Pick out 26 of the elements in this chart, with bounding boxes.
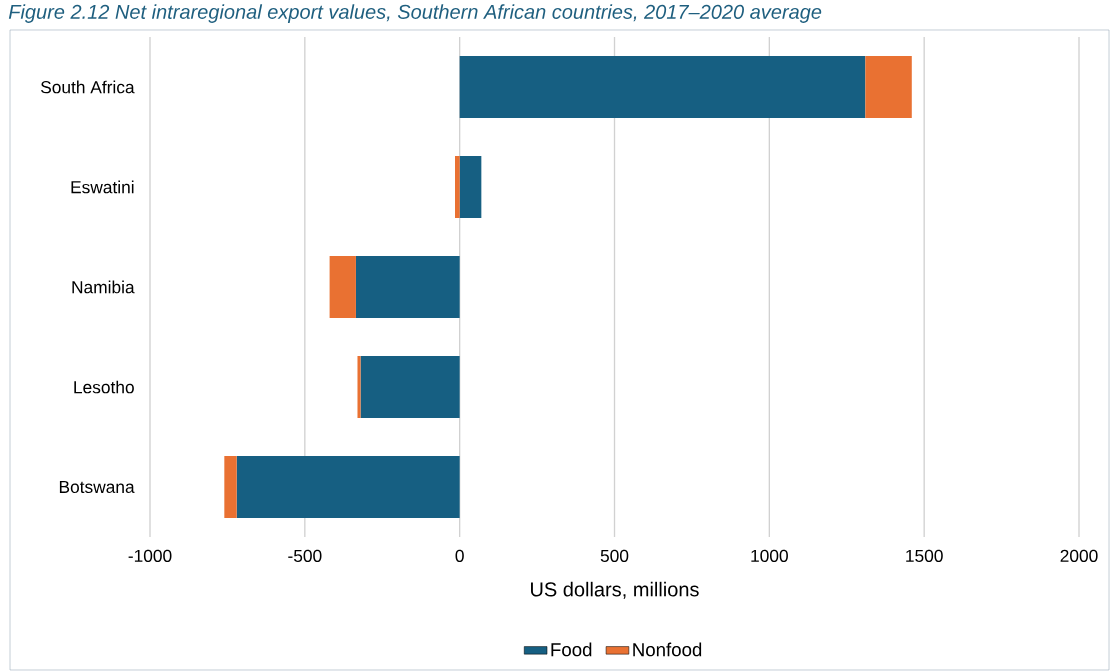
bar [455, 155, 460, 218]
bar [355, 256, 460, 318]
bar [459, 155, 482, 218]
bar [865, 56, 912, 118]
x-tick-label: 500 [600, 549, 629, 562]
bar [329, 256, 356, 318]
chart-title: Figure 2.12 Net intraregional export values, Southern African countries, 2017–2020 average [8, 4, 822, 23]
x-axis-title: US dollars, millions [531, 581, 699, 599]
x-tick-label: -500 [288, 549, 322, 562]
bar [459, 56, 866, 118]
y-tick-label: Eswatini [71, 180, 134, 194]
x-tick-label: 2000 [1060, 549, 1098, 562]
y-tick-label: Lesotho [74, 380, 134, 394]
bar [224, 456, 237, 518]
bar [236, 456, 460, 518]
bar [357, 356, 361, 418]
y-tick-label: South Africa [41, 80, 135, 94]
x-tick-label: 1000 [751, 549, 788, 562]
bar [360, 356, 460, 418]
x-tick-label: 1500 [906, 549, 943, 562]
legend-label: Food [551, 642, 592, 657]
x-tick-label: -1000 [128, 549, 172, 562]
legend-label: Nonfood [633, 642, 702, 657]
y-tick-label: Botswana [59, 480, 135, 494]
x-tick-label: 0 [455, 549, 464, 562]
y-tick-label: Namibia [72, 280, 135, 294]
